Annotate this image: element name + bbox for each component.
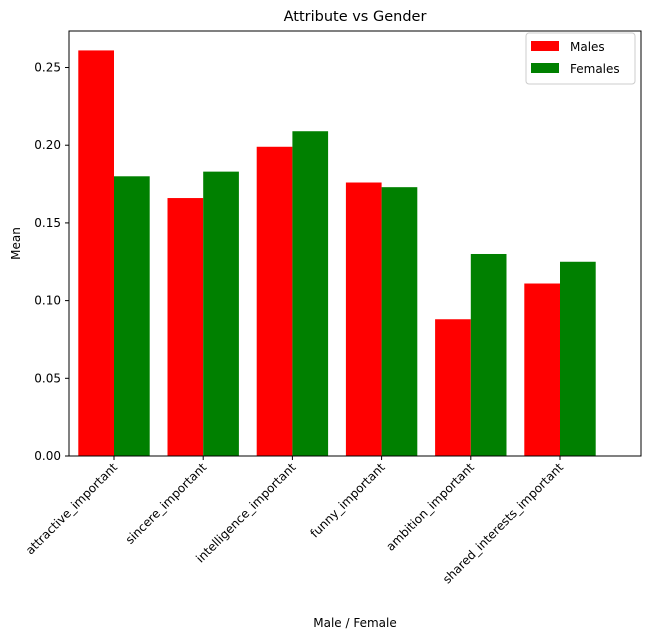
y-tick-label: 0.10 [34, 294, 61, 308]
x-tick-label: funny_important [308, 460, 388, 540]
bar-males-shared_interests_important [524, 283, 560, 456]
y-tick-label: 0.15 [34, 216, 61, 230]
x-axis-label: Male / Female [313, 616, 396, 630]
y-tick-label: 0.20 [34, 138, 61, 152]
plot-frame [68, 30, 642, 457]
y-tick-label: 0.25 [34, 61, 61, 75]
x-tick-label: attractive_important [23, 460, 120, 557]
bar-females-funny_important [381, 187, 418, 457]
x-tick-label: sincere_important [123, 460, 210, 547]
bar-females-attractive_important [114, 176, 150, 457]
legend-swatch-males [531, 41, 559, 51]
bars-group [78, 50, 596, 457]
y-axis-label: Mean [9, 227, 23, 260]
legend-label-females: Females [570, 62, 620, 76]
legend-label-males: Males [570, 40, 605, 54]
bar-females-intelligence_important [292, 131, 329, 457]
legend: Males Females [525, 32, 636, 85]
bar-males-ambition_important [435, 319, 471, 456]
chart-title: Attribute vs Gender [284, 9, 427, 25]
bar-males-intelligence_important [256, 146, 293, 456]
x-tick-label: intelligence_important [193, 460, 298, 565]
bar-males-attractive_important [78, 50, 114, 457]
bar-females-shared_interests_important [560, 261, 596, 456]
bar-females-ambition_important [470, 253, 507, 456]
x-axis: attractive_important sincere_importantint… [23, 456, 566, 586]
x-tick-label: ambition_important [383, 460, 477, 554]
bar-females-sincere_important [203, 171, 239, 456]
bar-males-sincere_important [167, 198, 204, 457]
y-tick-label: 0.05 [34, 371, 61, 385]
legend-swatch-females [531, 63, 559, 73]
y-axis: 0.00 0.05 0.10 0.15 0.20 0.25 [34, 61, 69, 463]
y-tick-label: 0.00 [34, 449, 61, 463]
bar-males-funny_important [345, 182, 382, 456]
